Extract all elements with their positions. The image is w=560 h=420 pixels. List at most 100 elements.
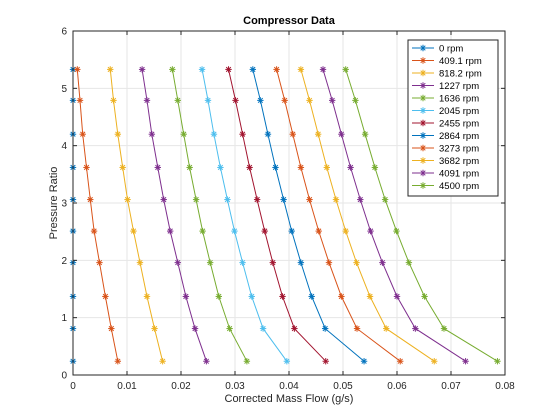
data-point: [249, 66, 257, 73]
x-axis-label: Corrected Mass Flow (g/s): [225, 393, 354, 405]
data-point: [180, 131, 187, 138]
data-point: [273, 66, 280, 73]
series-line: [109, 69, 164, 362]
data-point: [323, 164, 330, 171]
data-point: [79, 131, 86, 138]
x-tick-label: 0.04: [279, 381, 299, 392]
data-point: [261, 227, 268, 235]
data-point: [338, 293, 345, 300]
legend-label: 2455 rpm: [439, 119, 479, 130]
series-line: [228, 69, 327, 362]
data-point: [186, 164, 193, 171]
series-6: [225, 66, 329, 365]
legend-entry: 4091 rpm: [412, 169, 479, 180]
x-tick-label: 0.02: [171, 381, 191, 392]
data-point: [204, 97, 212, 104]
data-point: [143, 97, 151, 104]
data-point: [114, 358, 122, 365]
legend-marker: [419, 119, 427, 127]
legend-entry: 409.1 rpm: [412, 56, 482, 67]
data-point: [124, 196, 131, 203]
data-point: [291, 325, 298, 332]
legend-entry: 4500 rpm: [412, 181, 479, 192]
plot-frame: [72, 30, 506, 376]
data-point: [90, 227, 98, 235]
data-point: [217, 164, 224, 171]
data-point: [151, 325, 158, 332]
data-point: [306, 196, 313, 203]
data-point: [224, 196, 231, 203]
series-3: [138, 66, 210, 365]
data-point: [342, 66, 349, 73]
legend-label: 4091 rpm: [439, 169, 479, 180]
data-point: [352, 97, 359, 104]
data-point: [130, 227, 137, 235]
data-point: [174, 259, 181, 266]
data-point: [248, 293, 255, 300]
series-line: [76, 69, 119, 362]
data-point: [289, 131, 296, 138]
data-point: [361, 131, 369, 138]
series-line: [171, 69, 248, 362]
data-point: [360, 358, 368, 365]
chart-title: Compressor Data: [243, 15, 336, 27]
x-tick-label: 0.08: [495, 381, 515, 392]
legend-label: 0 rpm: [439, 44, 463, 55]
legend-entry: 3682 rpm: [412, 156, 479, 167]
data-point: [239, 259, 246, 266]
data-point: [329, 97, 336, 104]
y-tick-label: 2: [61, 256, 67, 267]
data-point: [215, 293, 222, 300]
data-point: [405, 259, 413, 266]
data-point: [83, 164, 90, 171]
data-point: [119, 164, 126, 171]
tick-labels: 0 0.01 0.02 0.03 0.04 0.05 0.06 0.07 0.08 0 1 2 3 4 5 6: [61, 27, 515, 393]
data-point: [381, 196, 389, 203]
data-point: [412, 325, 419, 332]
series-8: [273, 66, 404, 365]
data-point: [272, 164, 279, 171]
data-point: [107, 66, 114, 73]
legend-marker: [419, 57, 427, 64]
legend-entry: 1227 rpm: [412, 81, 479, 92]
legend-marker: [419, 94, 427, 102]
axes: [72, 30, 506, 376]
legend-label: 1636 rpm: [439, 94, 479, 105]
data-point: [353, 259, 360, 266]
data-point: [269, 259, 276, 266]
data-point: [321, 325, 329, 332]
legend-marker: [419, 82, 427, 89]
data-point: [347, 164, 354, 171]
data-point: [138, 66, 146, 73]
legend-entry: 2455 rpm: [412, 119, 479, 130]
data-point: [102, 293, 109, 300]
x-tick-label: 0.01: [117, 381, 137, 392]
data-point: [314, 131, 322, 138]
data-point: [259, 325, 267, 332]
legend-label: 3273 rpm: [439, 144, 479, 155]
data-point: [308, 293, 315, 300]
series-7: [249, 66, 368, 365]
data-point: [246, 164, 253, 171]
data-point: [174, 97, 181, 104]
series-line: [322, 69, 466, 362]
legend-marker: [419, 157, 427, 164]
series-line: [252, 69, 365, 362]
data-point: [319, 66, 327, 73]
legend-label: 2864 rpm: [439, 131, 479, 142]
data-point: [182, 293, 190, 300]
data-point: [367, 227, 374, 235]
series-11: [342, 66, 501, 365]
data-point: [440, 325, 448, 332]
data-point: [231, 227, 238, 235]
data-point: [232, 97, 239, 104]
y-tick-label: 4: [61, 141, 67, 152]
data-point: [383, 325, 390, 332]
data-point: [332, 196, 340, 203]
legend-marker: [419, 169, 427, 177]
legend-marker: [419, 132, 427, 139]
data-point: [199, 227, 206, 235]
data-point: [110, 97, 117, 104]
x-tick-label: 0.07: [441, 381, 461, 392]
data-point: [143, 293, 151, 300]
